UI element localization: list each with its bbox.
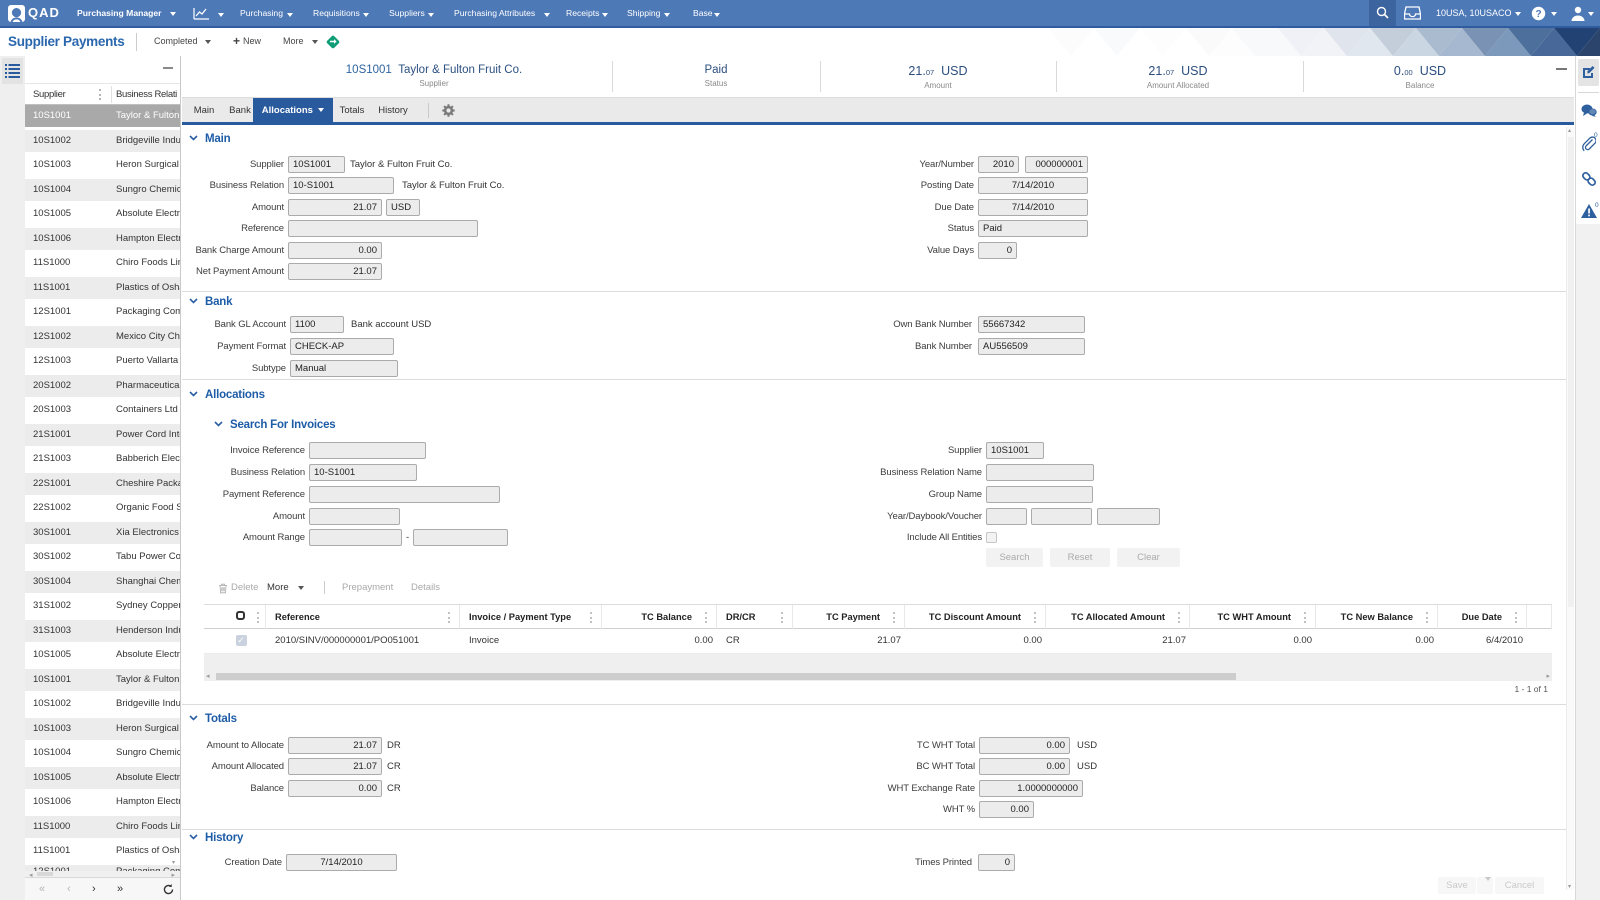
svg-text:?: ? [1535,9,1541,20]
